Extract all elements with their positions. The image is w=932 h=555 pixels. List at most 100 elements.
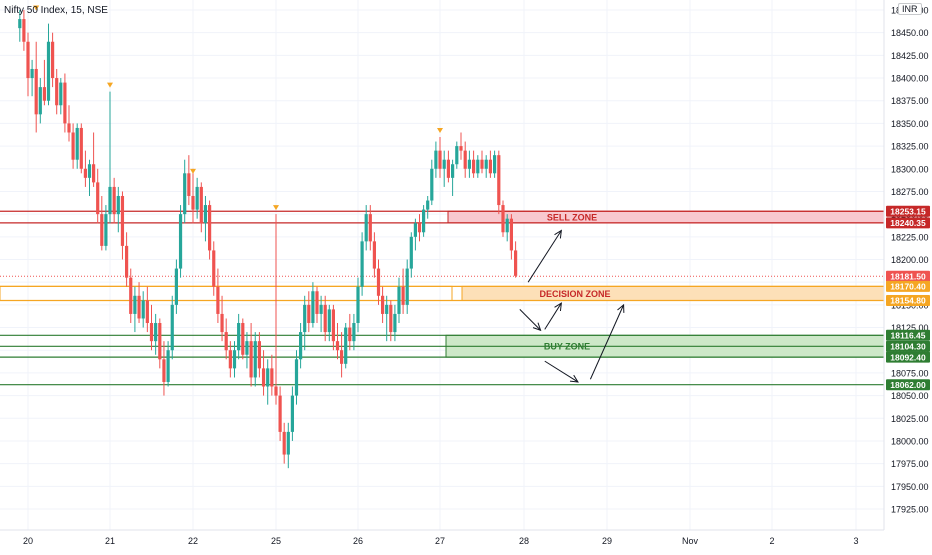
candle <box>340 332 344 378</box>
candle-body <box>509 218 513 251</box>
candle-body <box>514 250 518 276</box>
price-level-tag-bg <box>886 205 930 217</box>
price-level-tag-bg <box>886 270 930 282</box>
candle <box>286 422 290 469</box>
candle-body <box>455 146 459 165</box>
candle-body <box>422 209 426 233</box>
candle <box>129 268 133 324</box>
candle-body <box>299 332 303 360</box>
candle <box>401 268 405 314</box>
time-tick-label: 27 <box>435 536 445 546</box>
candle <box>170 295 174 360</box>
candle <box>96 168 100 224</box>
price-tick-label: 18225.00 <box>891 232 929 242</box>
price-tick-label: 17950.00 <box>891 482 929 492</box>
candle <box>203 195 208 242</box>
candle <box>409 232 413 278</box>
candle <box>405 259 409 314</box>
candle <box>311 282 315 328</box>
markers-layer <box>33 5 443 211</box>
candle-body <box>92 164 96 183</box>
price-level-tag-bg <box>886 351 930 363</box>
price-level-tag-bg <box>886 340 930 352</box>
candle-body <box>212 250 216 287</box>
candle <box>224 318 228 360</box>
candle <box>389 300 393 342</box>
candle <box>270 354 274 396</box>
candle <box>372 232 376 278</box>
candle <box>187 155 191 206</box>
projection-arrow <box>589 303 625 380</box>
price-tick-label: 18450.00 <box>891 28 929 38</box>
candles-layer <box>18 10 518 469</box>
candle-body <box>446 159 450 178</box>
candle <box>75 123 79 169</box>
projection-arrow <box>544 302 562 330</box>
candle-body <box>187 173 191 196</box>
candle-body <box>137 295 141 319</box>
candle-body <box>484 159 488 169</box>
symbol-label: Nifty 50 Index, 15, NSE <box>4 5 108 16</box>
candle-body <box>253 341 257 378</box>
candle <box>484 155 488 178</box>
candle <box>183 159 187 224</box>
time-axis-bg <box>0 530 932 550</box>
candle <box>455 141 459 169</box>
candle-body <box>405 268 409 305</box>
candle-body <box>434 150 438 169</box>
candle <box>191 168 195 224</box>
candle <box>158 318 162 369</box>
candle <box>216 268 220 324</box>
candle-body <box>34 68 38 115</box>
sell-zone-box <box>447 210 885 224</box>
candle <box>22 10 26 51</box>
candle <box>162 341 166 396</box>
candle-body <box>245 341 249 355</box>
candle-body <box>174 268 178 305</box>
time-tick-label: 20 <box>23 536 33 546</box>
time-tick-label: 21 <box>105 536 115 546</box>
candle-body <box>26 41 30 79</box>
candle <box>178 205 183 278</box>
candle <box>145 286 149 333</box>
candle-body <box>270 368 274 387</box>
price-level-tag: 18170.40 <box>886 280 930 292</box>
candle-body <box>360 241 364 287</box>
candle <box>18 10 22 42</box>
candle-body <box>30 68 34 79</box>
price-level-tag-bg <box>886 379 930 391</box>
price-level-tag-text: 18170.40 <box>890 282 926 292</box>
price-level-tag: 18092.40 <box>886 351 930 363</box>
candle-body <box>352 323 356 342</box>
candle-body <box>108 186 112 215</box>
price-tick-label: 18200.00 <box>891 255 929 265</box>
candle <box>467 150 471 178</box>
candle-body <box>257 341 261 369</box>
candle-body <box>488 159 492 174</box>
price-tick-label: 18300.00 <box>891 164 929 174</box>
price-tick-label: 17975.00 <box>891 459 929 469</box>
candle-body <box>63 82 67 124</box>
currency-badge[interactable]: INR <box>898 3 922 15</box>
candle <box>208 200 212 260</box>
candle <box>282 422 286 464</box>
candle-body <box>141 300 145 319</box>
candle <box>442 150 446 187</box>
price-level-tag-bg <box>886 280 930 292</box>
candle <box>393 304 397 342</box>
candle-body <box>208 205 212 251</box>
candle <box>360 232 364 296</box>
price-level-tag-text: 18092.40 <box>890 352 926 362</box>
candle <box>220 295 224 342</box>
candle-body <box>178 214 183 269</box>
candle-body <box>307 304 311 324</box>
candle-body <box>46 41 51 101</box>
arrow-head <box>569 374 579 383</box>
sell-zone-label: SELL ZONE <box>547 213 597 223</box>
candle-body <box>401 286 405 305</box>
candle <box>59 78 63 115</box>
candle-body <box>340 350 344 364</box>
